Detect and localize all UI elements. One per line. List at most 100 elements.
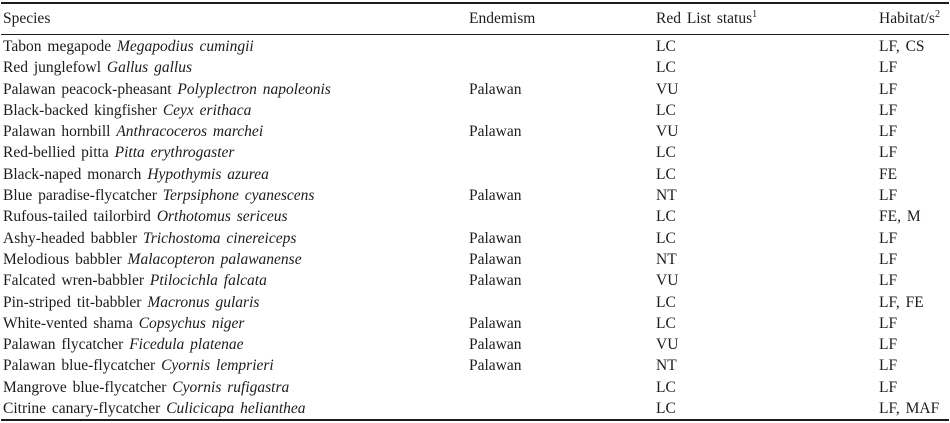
- table-body: Tabon megapode Megapodius cumingii LC LF…: [1, 35, 949, 421]
- redlist-status-cell: LC: [656, 38, 676, 55]
- species-cell: Palawan peacock-pheasant Polyplectron na…: [1, 79, 469, 100]
- species-cell: Palawan blue-flycatcher Cyornis lemprier…: [1, 355, 469, 376]
- species-cell: White-vented shama Copsychus niger: [1, 313, 469, 334]
- habitat-cell: LF: [879, 357, 898, 375]
- common-name: Black-backed kingfisher: [3, 101, 157, 119]
- redlist-status-cell: LC: [656, 378, 676, 396]
- habitat-cell: LF: [879, 314, 898, 332]
- common-name: Red junglefowl: [3, 59, 101, 77]
- species-cell: Ashy-headed babbler Trichostoma cinereic…: [1, 228, 469, 249]
- endemism-cell: [469, 35, 656, 58]
- habitat-cell: LF, FE: [879, 293, 924, 311]
- table-row: Palawan blue-flycatcher Cyornis lemprier…: [1, 355, 949, 376]
- species-cell: Black-naped monarch Hypothymis azurea: [1, 164, 469, 185]
- endemism-cell: Palawan: [469, 314, 522, 332]
- habitat-cell: LF: [879, 378, 898, 396]
- habitat-cell: LF: [879, 229, 898, 247]
- scientific-name: Culicicapa helianthea: [166, 400, 306, 418]
- common-name: Red-bellied pitta: [3, 144, 109, 162]
- redlist-status-cell: VU: [656, 123, 679, 141]
- redlist-status-cell: NT: [656, 250, 677, 268]
- habitat-cell: FE, M: [879, 208, 921, 226]
- table-row: White-vented shama Copsychus niger Palaw…: [1, 313, 949, 334]
- redlist-status-cell: NT: [656, 187, 677, 205]
- endemism-cell: [469, 100, 656, 121]
- endemism-cell: Palawan: [469, 336, 522, 354]
- endemism-cell: [469, 398, 656, 420]
- common-name: Ashy-headed babbler: [3, 229, 138, 247]
- redlist-status-cell: LC: [656, 144, 676, 162]
- common-name: Palawan hornbill: [3, 123, 111, 141]
- scientific-name: Anthracoceros marchei: [116, 123, 264, 141]
- scientific-name: Macronus gularis: [147, 293, 260, 311]
- scientific-name: Cyornis rufigastra: [172, 378, 290, 396]
- scientific-name: Megapodius cumingii: [116, 38, 254, 55]
- table-row: Rufous-tailed tailorbird Orthotomus seri…: [1, 206, 949, 227]
- scientific-name: Hypothymis azurea: [147, 165, 269, 183]
- scientific-name: Ptilocichla falcata: [149, 272, 267, 290]
- endemism-cell: Palawan: [469, 250, 522, 268]
- table-row: Blue paradise-flycatcher Terpsiphone cya…: [1, 185, 949, 206]
- scientific-name: Cyornis lemprieri: [161, 357, 274, 375]
- common-name: Melodious babbler: [3, 250, 122, 268]
- table-row: Palawan peacock-pheasant Polyplectron na…: [1, 79, 949, 100]
- redlist-status-cell: LC: [656, 165, 676, 183]
- redlist-status-cell: NT: [656, 357, 677, 375]
- redlist-status-cell: LC: [656, 400, 676, 418]
- column-header-redlist-label: Red List status: [656, 10, 753, 27]
- endemism-cell: [469, 206, 656, 227]
- endemism-cell: [469, 377, 656, 398]
- endemism-cell: [469, 57, 656, 78]
- column-header-endemism-label: Endemism: [469, 10, 536, 27]
- table-row: Palawan flycatcher Ficedula platenae Pal…: [1, 334, 949, 355]
- table-row: Melodious babbler Malacopteron palawanen…: [1, 249, 949, 270]
- endemism-cell: [469, 292, 656, 313]
- column-header-species-label: Species: [3, 10, 51, 27]
- column-header-habitat: Habitat/s2: [879, 3, 949, 35]
- scientific-name: Orthotomus sericeus: [156, 208, 288, 226]
- endemism-cell: Palawan: [469, 229, 522, 247]
- common-name: Blue paradise-flycatcher: [3, 187, 157, 205]
- redlist-status-cell: LC: [656, 101, 676, 119]
- redlist-status-cell: LC: [656, 229, 676, 247]
- species-cell: Palawan hornbill Anthracoceros marchei: [1, 121, 469, 142]
- table-row: Red-bellied pitta Pitta erythrogaster LC…: [1, 142, 949, 163]
- endemism-cell: Palawan: [469, 80, 522, 98]
- habitat-cell: LF: [879, 144, 898, 162]
- common-name: Palawan flycatcher: [3, 336, 124, 354]
- redlist-status-cell: VU: [656, 272, 679, 290]
- header-row: Species Endemism Red List status1 Habita…: [1, 3, 949, 35]
- species-cell: Palawan flycatcher Ficedula platenae: [1, 334, 469, 355]
- species-cell: Red-bellied pitta Pitta erythrogaster: [1, 142, 469, 163]
- column-header-species: Species: [1, 3, 469, 35]
- species-cell: Mangrove blue-flycatcher Cyornis rufigas…: [1, 377, 469, 398]
- scientific-name: Ficedula platenae: [129, 336, 244, 354]
- habitat-cell: LF: [879, 272, 898, 290]
- species-cell: Pin-striped tit-babbler Macronus gularis: [1, 292, 469, 313]
- common-name: Rufous-tailed tailorbird: [3, 208, 151, 226]
- habitat-cell: LF: [879, 80, 898, 98]
- habitat-cell: LF, CS: [879, 38, 925, 55]
- redlist-status-cell: LC: [656, 208, 676, 226]
- table-row: Black-backed kingfisher Ceyx erithaca LC…: [1, 100, 949, 121]
- habitat-cell: LF, MAF: [879, 400, 940, 418]
- common-name: Palawan peacock-pheasant: [3, 80, 172, 98]
- redlist-status-cell: LC: [656, 59, 676, 77]
- common-name: Falcated wren-babbler: [3, 272, 145, 290]
- table-row: Pin-striped tit-babbler Macronus gularis…: [1, 292, 949, 313]
- scientific-name: Ceyx erithaca: [162, 101, 252, 119]
- species-cell: Red junglefowl Gallus gallus: [1, 57, 469, 78]
- scientific-name: Malacopteron palawanense: [127, 250, 302, 268]
- table-row: Citrine canary-flycatcher Culicicapa hel…: [1, 398, 949, 420]
- endemism-cell: Palawan: [469, 123, 522, 141]
- endemism-cell: Palawan: [469, 272, 522, 290]
- habitat-cell: LF: [879, 187, 898, 205]
- habitat-cell: LF: [879, 123, 898, 141]
- common-name: Black-naped monarch: [3, 165, 142, 183]
- habitat-cell: LF: [879, 336, 898, 354]
- endemism-cell: Palawan: [469, 357, 522, 375]
- scientific-name: Copsychus niger: [138, 314, 245, 332]
- redlist-footnote-marker: 1: [752, 8, 758, 20]
- species-cell: Citrine canary-flycatcher Culicicapa hel…: [1, 398, 469, 420]
